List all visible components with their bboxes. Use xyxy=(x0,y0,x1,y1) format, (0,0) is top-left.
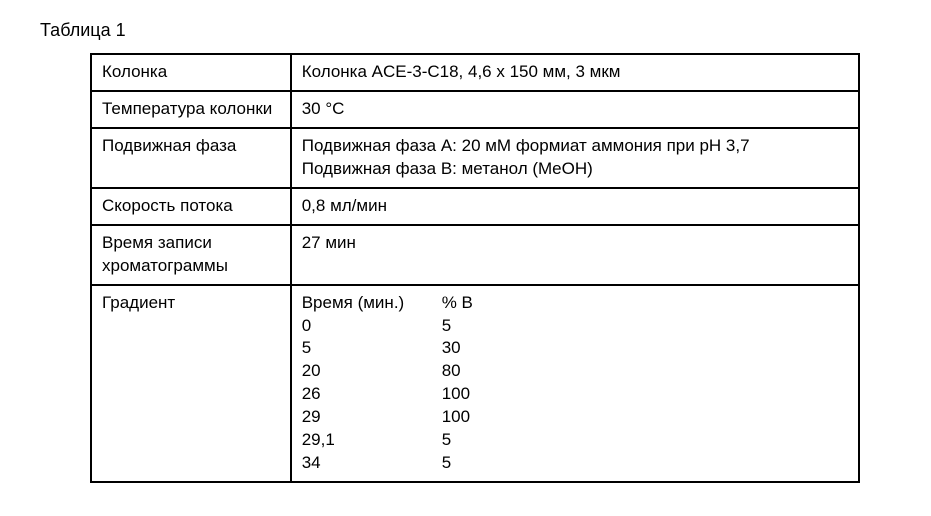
gradient-header-time: Время (мин.) xyxy=(302,292,442,315)
table-row: Скорость потока 0,8 мл/мин xyxy=(91,188,859,225)
gradient-b: 5 xyxy=(442,429,522,452)
row-label: Скорость потока xyxy=(91,188,291,225)
gradient-b: 5 xyxy=(442,452,522,475)
row-label: Время записи хроматограммы xyxy=(91,225,291,285)
gradient-time: 20 xyxy=(302,360,442,383)
gradient-b: 80 xyxy=(442,360,522,383)
row-value: Колонка ACE-3-C18, 4,6 x 150 мм, 3 мкм xyxy=(291,54,859,91)
gradient-time: 5 xyxy=(302,337,442,360)
row-label: Колонка xyxy=(91,54,291,91)
gradient-b: 30 xyxy=(442,337,522,360)
gradient-time-column: Время (мин.) 0 5 20 26 29 29,1 34 xyxy=(302,292,442,476)
table-row-gradient: Градиент Время (мин.) 0 5 20 26 29 29,1 … xyxy=(91,285,859,483)
gradient-time: 0 xyxy=(302,315,442,338)
gradient-b: 100 xyxy=(442,383,522,406)
table-row: Время записи хроматограммы 27 мин xyxy=(91,225,859,285)
row-value: Подвижная фаза A: 20 мМ формиат аммония … xyxy=(291,128,859,188)
row-value: 27 мин xyxy=(291,225,859,285)
gradient-time: 29,1 xyxy=(302,429,442,452)
row-label: Температура колонки xyxy=(91,91,291,128)
gradient-time: 34 xyxy=(302,452,442,475)
row-value: 0,8 мл/мин xyxy=(291,188,859,225)
gradient-time: 26 xyxy=(302,383,442,406)
gradient-time: 29 xyxy=(302,406,442,429)
row-label: Градиент xyxy=(91,285,291,483)
parameters-table: Колонка Колонка ACE-3-C18, 4,6 x 150 мм,… xyxy=(90,53,860,483)
row-value: 30 °C xyxy=(291,91,859,128)
gradient-b: 5 xyxy=(442,315,522,338)
gradient-b-column: % B 5 30 80 100 100 5 5 xyxy=(442,292,522,476)
gradient-table: Время (мин.) 0 5 20 26 29 29,1 34 % B 5 … xyxy=(302,292,848,476)
table-row: Колонка Колонка ACE-3-C18, 4,6 x 150 мм,… xyxy=(91,54,859,91)
row-label: Подвижная фаза xyxy=(91,128,291,188)
table-title: Таблица 1 xyxy=(40,20,891,41)
gradient-header-b: % B xyxy=(442,292,522,315)
table-row: Температура колонки 30 °C xyxy=(91,91,859,128)
gradient-b: 100 xyxy=(442,406,522,429)
gradient-value: Время (мин.) 0 5 20 26 29 29,1 34 % B 5 … xyxy=(291,285,859,483)
table-row: Подвижная фаза Подвижная фаза A: 20 мМ ф… xyxy=(91,128,859,188)
